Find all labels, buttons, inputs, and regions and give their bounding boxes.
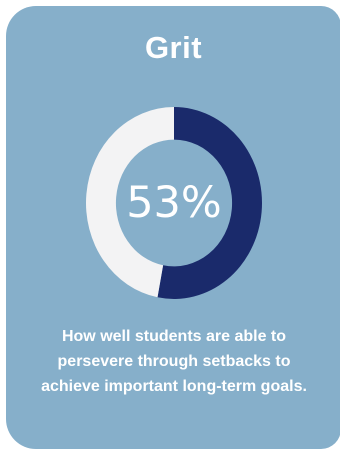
- grit-card: Grit 53% How well students are able to p…: [6, 6, 340, 449]
- card-description: How well students are able to persevere …: [41, 328, 307, 395]
- card-title: Grit: [144, 30, 203, 65]
- percentage-label: 53%: [126, 178, 222, 228]
- donut-chart: 53%: [74, 89, 274, 317]
- donut-segment-filled: [157, 107, 262, 299]
- donut-segment-remaining: [85, 107, 174, 298]
- donut-svg: [85, 107, 262, 299]
